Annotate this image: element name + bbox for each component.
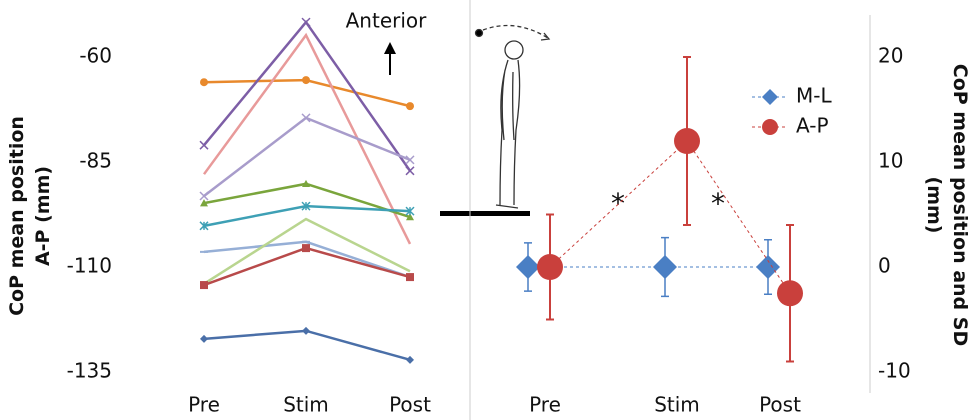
series-line [202,32,412,245]
marker [405,155,415,165]
marker [301,113,311,123]
marker [301,17,311,27]
x-tick-label: Pre [529,393,561,417]
x-tick-label: Stim [283,393,329,417]
legend-label: A-P [796,114,829,138]
x-tick-label: Stim [654,393,700,417]
y2-tick-label: 0 [878,254,891,278]
legend-label: M-L [796,84,832,108]
x-tick-label: Post [389,393,431,417]
legend-marker [762,119,778,135]
annotation: Anterior [346,9,428,33]
y-axis-label: CoP mean position A-P (mm) [6,116,54,316]
annotation: * [611,187,625,220]
marker [537,254,563,280]
series-line [203,78,411,108]
marker [302,179,310,188]
marker [199,221,209,231]
y-axis-label: CoP mean position and SD(mm) [924,64,972,346]
series-line [203,217,411,285]
arrow-head [384,42,396,54]
marker [653,255,677,279]
series-line [203,204,411,228]
marker [200,281,208,290]
legend-marker [762,89,778,105]
y-axis-label-line: CoP mean position [6,116,28,316]
y-tick-label: -85 [79,149,112,173]
marker [777,280,803,307]
marker [301,201,311,211]
marker [406,355,414,364]
y-axis-label-line: CoP mean position and SD [950,64,972,346]
series-line [203,182,411,219]
marker [406,213,414,221]
marker [200,199,208,207]
marker [199,140,209,150]
marker [516,255,540,279]
marker [674,128,700,154]
series-line [203,329,411,362]
marker [756,255,780,279]
marker [405,166,415,176]
y-tick-label: -135 [67,359,112,383]
marker [200,78,208,87]
posture-illustration [474,24,551,209]
x-tick-label: Pre [188,393,220,417]
marker [302,76,310,85]
marker [199,191,209,201]
y-axis-label-line: (mm) [924,177,946,234]
y-axis-label-line: A-P (mm) [32,166,54,266]
y2-tick-label: 10 [878,149,903,173]
marker [406,273,414,282]
annotation: * [711,187,725,220]
x-tick-label: Post [759,393,801,417]
marker [302,244,310,253]
marker [200,334,208,343]
marker [405,206,415,216]
marker [406,102,414,111]
platform [440,211,530,216]
y-tick-label: -110 [67,254,112,278]
marker [302,326,310,335]
y2-tick-label: -10 [878,359,911,383]
y2-tick-label: 20 [878,44,903,68]
y-tick-label: -60 [79,44,112,68]
